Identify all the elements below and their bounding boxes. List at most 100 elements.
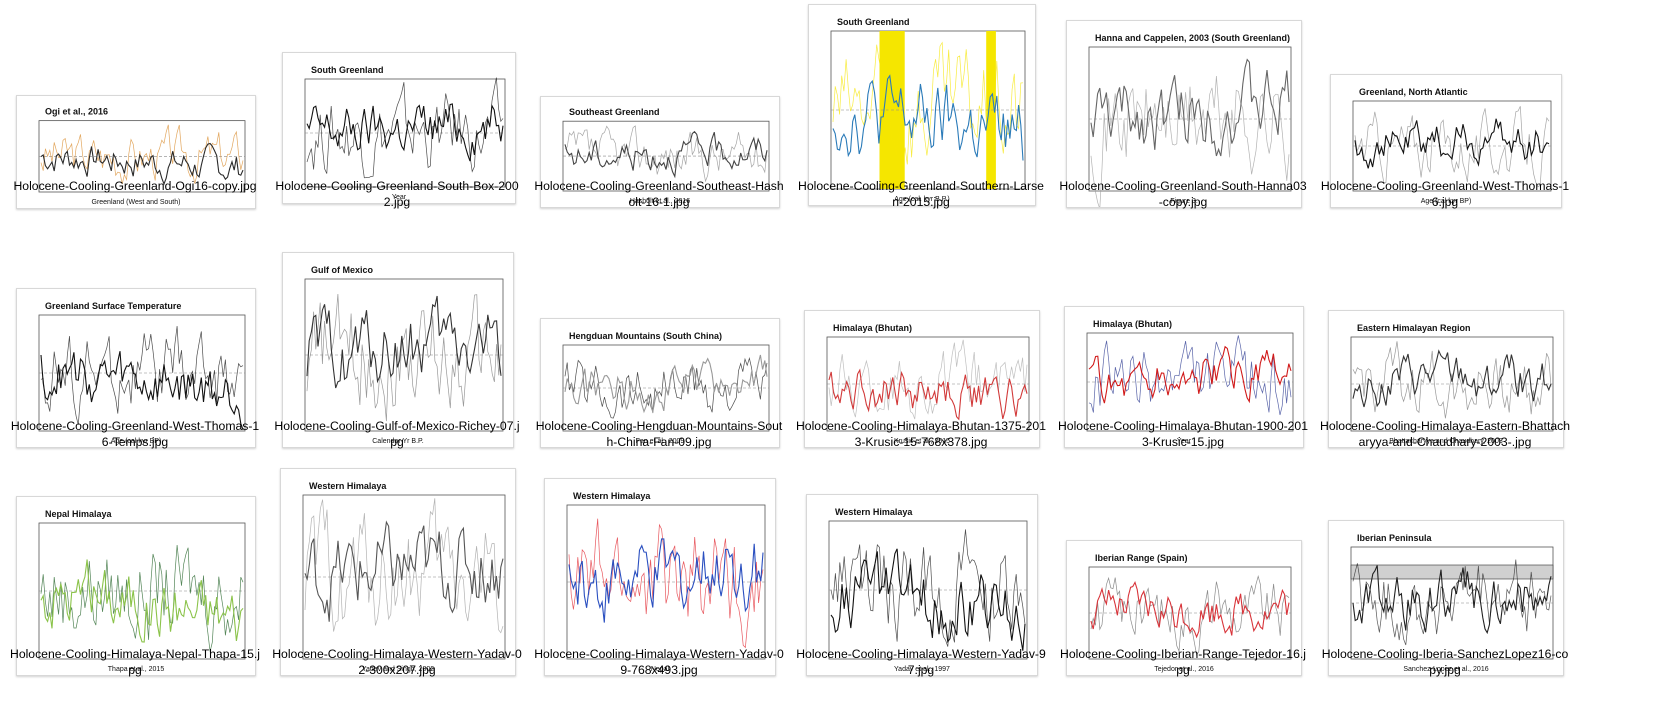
file-name-label: Holocene-Cooling-Greenland-West-Thomas-1… [1320,179,1570,209]
thumbnail-preview: Greenland Surface Temperature Age (cal ky… [38,301,246,445]
file-item[interactable]: Iberian Range (Spain) Tejedor et al., 201… [1052,468,1314,704]
thumbnail-subtitle: Year [1177,438,1192,445]
thumbnail-subtitle: Bhattacharyya and Chaudhary, 2003 [1389,438,1503,445]
thumbnail-preview: Western Himalaya Yadav et al., 1997 [828,507,1028,673]
thumbnail-title: Hanna and Cappelen, 2003 (South Greenlan… [1095,33,1290,43]
file-item[interactable]: Ogi et al., 2016 Greenland (West and Sout… [4,0,266,236]
file-item[interactable]: Western Himalaya Yadav and Singh, 2002 Hol… [266,468,528,704]
file-item[interactable]: Iberian Peninsula Sanchez-Lopez et al., 2… [1314,468,1576,704]
chart-thumbnail-icon[interactable]: South Greenland Age (cal. kyr B.P.) [808,4,1036,206]
series-line [1090,75,1290,207]
series-line [40,351,244,430]
file-name-label: Holocene-Cooling-Himalaya-Western-Yadav-… [796,647,1046,677]
file-name-label: Holocene-Cooling-Himalaya-Bhutan-1375-20… [796,419,1046,449]
chart-thumbnail-icon[interactable]: Himalaya (Bhutan) Year [1064,306,1304,448]
chart-thumbnail-icon[interactable]: Southeast Greenland Hasholt et al., 2016 [540,96,780,208]
file-item[interactable]: Himalaya (Bhutan) Krusic et al., 2015 Holo… [790,240,1052,476]
thumbnail-title: Western Himalaya [309,481,387,491]
chart-thumbnail-icon[interactable]: Himalaya (Bhutan) Krusic et al., 2015 [804,310,1040,448]
thumbnail-preview: Eastern Himalayan Region Bhattacharyya an… [1350,323,1554,445]
series-line [1354,106,1550,188]
file-name-label: Holocene-Cooling-Greenland-Southern-Lars… [798,179,1044,209]
file-item[interactable]: Western Himalaya Yadav et al., 1997 Holoce… [790,468,1052,704]
thumbnail-preview: Western Himalaya Nepal [566,491,766,673]
thumbnail-preview: Himalaya (Bhutan) Krusic et al., 2015 [826,323,1030,445]
file-item[interactable]: Eastern Himalayan Region Bhattacharyya an… [1314,240,1576,476]
series-line [832,74,1024,161]
thumbnail-preview: Iberian Peninsula Sanchez-Lopez et al., 2… [1350,533,1554,673]
thumbnail-subtitle: Hasholt et al., 2016 [630,198,690,205]
thumbnail-subtitle: Year [392,194,407,201]
chart-thumbnail-icon[interactable]: Iberian Peninsula Sanchez-Lopez et al., 2… [1328,520,1564,676]
file-item[interactable]: Hanna and Cappelen, 2003 (South Greenlan… [1052,0,1314,236]
chart-thumbnail-icon[interactable]: Western Himalaya Yadav et al., 1997 [806,494,1038,676]
thumbnail-preview: Southeast Greenland Hasholt et al., 2016 [562,107,770,205]
file-item[interactable]: Himalaya (Bhutan) Year Holocene-Cooling-Hi… [1052,240,1314,476]
file-item[interactable]: Nepal Himalaya Thapa et al., 2015 Holocene… [4,468,266,704]
thumbnail-title: South Greenland [837,17,910,27]
thumbnail-title: Himalaya (Bhutan) [833,323,912,333]
file-name-label: Holocene-Cooling-Himalaya-Western-Yadav-… [534,647,784,677]
thumbnail-preview: Western Himalaya Yadav and Singh, 2002 [302,481,506,673]
chart-thumbnail-icon[interactable]: Greenland Surface Temperature Age (cal ky… [16,288,256,448]
period-band [1350,564,1554,580]
thumbnail-subtitle: Figure 3. [1170,198,1198,205]
chart-thumbnail-icon[interactable]: Western Himalaya Yadav and Singh, 2002 [280,468,516,676]
file-item[interactable]: Greenland Surface Temperature Age (cal ky… [4,240,266,476]
thumbnail-title: Southeast Greenland [569,107,660,117]
chart-thumbnail-icon[interactable]: Iberian Range (Spain) Tejedor et al., 201… [1066,540,1302,676]
thumbnail-title: Himalaya (Bhutan) [1093,319,1172,329]
file-item[interactable]: Southeast Greenland Hasholt et al., 2016 H… [528,0,790,236]
thumbnail-subtitle: Nepal [651,666,670,673]
thumbnail-preview: Iberian Range (Spain) Tejedor et al., 201… [1088,553,1292,673]
chart-thumbnail-icon[interactable]: Gulf of Mexico Calendar Yr B.P. [282,252,514,448]
series-line [40,124,244,185]
series-line [828,339,1028,420]
thumbnail-title: Greenland, North Atlantic [1359,87,1468,97]
thumbnail-preview: South Greenland Year [304,65,506,201]
file-name-label: Holocene-Cooling-Hengduan-Mountains-Sout… [535,419,783,449]
thumbnail-preview: Hengduan Mountains (South China) Fan et a… [562,331,770,445]
chart-thumbnail-icon[interactable]: Greenland, North Atlantic Age (cal kyr BP… [1330,74,1562,208]
chart-thumbnail-icon[interactable]: Eastern Himalayan Region Bhattacharyya an… [1328,310,1564,448]
file-item[interactable]: Hengduan Mountains (South China) Fan et a… [528,240,790,476]
series-line [832,41,1024,165]
thumbnail-preview: Hanna and Cappelen, 2003 (South Greenlan… [1088,33,1292,207]
series-line [1352,565,1552,635]
series-line [304,498,504,634]
series-line [304,520,504,622]
thumbnail-title: Greenland Surface Temperature [45,301,181,311]
chart-thumbnail-icon[interactable]: Nepal Himalaya Thapa et al., 2015 [16,496,256,676]
chart-thumbnail-icon[interactable]: Western Himalaya Nepal [544,478,776,676]
file-name-label: Holocene-Cooling-Himalaya-Eastern-Bhatta… [1320,419,1570,449]
chart-thumbnail-icon[interactable]: South Greenland Year [282,52,516,204]
thumbnail-title: Nepal Himalaya [45,509,113,519]
thumbnail-preview: Nepal Himalaya Thapa et al., 2015 [38,509,246,673]
series-line [828,368,1028,421]
series-line [1088,335,1292,416]
thumbnail-subtitle: Age (cal. kyr B.P.) [894,196,950,203]
file-item[interactable]: Western Himalaya Nepal Holocene-Cooling-Hi… [528,468,790,704]
series-line [306,77,504,179]
thumbnail-title: Iberian Peninsula [1357,533,1433,543]
thumbnail-subtitle: Krusic et al., 2015 [894,438,950,445]
chart-thumbnail-icon[interactable]: Hengduan Mountains (South China) Fan et a… [540,318,780,448]
thumbnail-title: Eastern Himalayan Region [1357,323,1471,333]
file-item[interactable]: South Greenland Year Holocene-Cooling-Gree… [266,0,528,236]
chart-thumbnail-icon[interactable]: Ogi et al., 2016 Greenland (West and Sout… [16,95,256,209]
file-item[interactable]: South Greenland Age (cal. kyr B.P.) Holoce… [790,0,1052,236]
file-name-label: Holocene-Cooling-Himalaya-Western-Yadav-… [272,647,522,677]
series-line [1352,341,1552,419]
thumbnail-subtitle: Sanchez-Lopez et al., 2016 [1403,666,1488,673]
chart-thumbnail-icon[interactable]: Hanna and Cappelen, 2003 (South Greenlan… [1066,20,1302,208]
file-item[interactable]: Greenland, North Atlantic Age (cal kyr BP… [1314,0,1576,236]
series-line [40,559,244,643]
thumbnail-subtitle: Fan et al., 2009 [636,438,685,445]
thumbnail-title: South Greenland [311,65,384,75]
file-name-label: Holocene-Cooling-Greenland-South-Box-200… [275,179,519,209]
file-item[interactable]: Gulf of Mexico Calendar Yr B.P. Holocene-C… [266,240,528,476]
thumbnail-preview: Gulf of Mexico Calendar Yr B.P. [304,265,504,445]
series-line [1090,58,1290,157]
series-line [830,529,1026,647]
